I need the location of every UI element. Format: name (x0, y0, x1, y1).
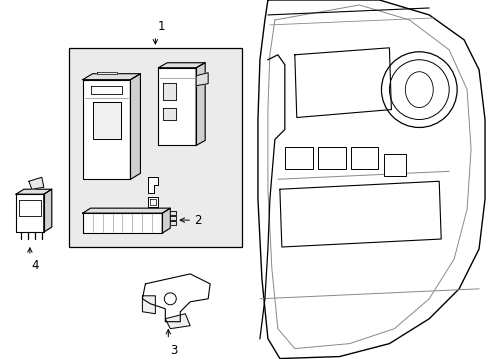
Polygon shape (82, 74, 140, 80)
Polygon shape (158, 63, 205, 68)
Polygon shape (130, 74, 140, 179)
Polygon shape (196, 73, 208, 86)
Polygon shape (196, 63, 205, 145)
Polygon shape (142, 296, 155, 314)
Polygon shape (148, 177, 158, 193)
Bar (350, 147, 378, 169)
Polygon shape (163, 108, 176, 120)
Polygon shape (294, 48, 390, 117)
Polygon shape (170, 216, 176, 220)
Polygon shape (44, 189, 52, 232)
Bar (317, 147, 345, 169)
Polygon shape (279, 181, 440, 247)
Polygon shape (257, 0, 484, 359)
Text: 2: 2 (194, 213, 201, 226)
Polygon shape (162, 208, 170, 233)
Polygon shape (170, 211, 176, 215)
Polygon shape (29, 177, 44, 189)
Polygon shape (16, 194, 44, 232)
Polygon shape (82, 208, 170, 213)
Polygon shape (158, 68, 196, 145)
Polygon shape (82, 213, 162, 233)
Bar (284, 147, 312, 169)
Polygon shape (148, 197, 158, 207)
Polygon shape (170, 221, 176, 225)
Polygon shape (97, 72, 116, 74)
Polygon shape (165, 314, 190, 329)
Polygon shape (163, 83, 176, 100)
Polygon shape (82, 80, 130, 179)
Text: 4: 4 (32, 259, 39, 272)
Bar (384, 154, 406, 176)
Text: 1: 1 (157, 20, 164, 33)
Polygon shape (16, 189, 52, 194)
Text: 3: 3 (170, 343, 177, 357)
Polygon shape (92, 102, 120, 139)
Bar (69, 48, 242, 247)
Polygon shape (142, 274, 210, 322)
